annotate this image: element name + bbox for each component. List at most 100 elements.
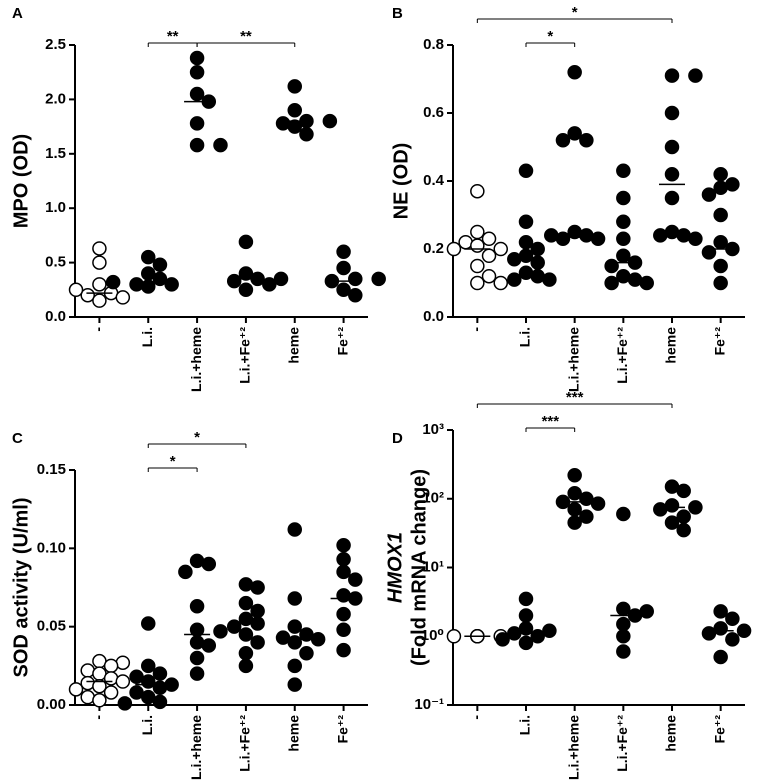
y-tick-label: 0.8	[423, 36, 444, 53]
data-point	[189, 86, 205, 102]
data-point	[238, 627, 254, 642]
data-point	[103, 685, 119, 700]
data-point	[310, 631, 326, 647]
data-point	[115, 655, 131, 670]
data-point	[530, 241, 545, 257]
data-point	[336, 606, 351, 622]
data-point	[238, 266, 254, 281]
x-tick-label: -	[90, 327, 106, 332]
data-point	[518, 163, 534, 179]
data-point	[299, 126, 314, 142]
data-point	[115, 290, 131, 305]
x-tick-label: Fe⁺²	[711, 327, 727, 356]
data-point	[518, 635, 534, 651]
data-point	[590, 496, 606, 511]
data-point	[141, 249, 156, 265]
data-point	[68, 282, 84, 298]
data-point	[238, 234, 254, 250]
data-point	[713, 234, 728, 250]
data-point	[92, 241, 107, 256]
x-tick-label: -	[468, 715, 484, 720]
data-point	[336, 260, 351, 276]
data-point	[152, 257, 168, 273]
panel: A MPO (OD) 0.0 0.5 1.0 1.5 2.0 2.5 - L.i. L.i.+hem…	[10, 5, 386, 392]
data-point	[518, 608, 534, 623]
significance-label: *	[170, 453, 176, 470]
data-point	[713, 207, 728, 223]
data-point	[579, 509, 594, 524]
data-point	[713, 275, 728, 291]
data-point	[115, 674, 131, 689]
x-tick-label: L.i.+heme	[565, 327, 581, 392]
data-point	[105, 274, 121, 290]
data-point	[653, 228, 668, 243]
y-tick-label: 10⁻¹	[414, 696, 444, 713]
x-tick-label: Fe⁺²	[334, 327, 350, 356]
x-tick-label: L.i.+Fe⁺²	[237, 327, 253, 384]
data-point	[287, 677, 302, 692]
x-tick-label: L.i.	[139, 715, 155, 735]
data-point	[676, 483, 691, 499]
data-point	[713, 649, 728, 665]
data-point	[493, 275, 508, 291]
data-point	[688, 231, 703, 247]
data-point	[495, 632, 510, 647]
data-point	[688, 500, 703, 515]
data-point	[713, 604, 728, 619]
data-point	[736, 623, 752, 639]
data-point	[336, 537, 351, 553]
data-point	[164, 277, 179, 292]
panel-letter: C	[12, 430, 23, 447]
data-point	[238, 282, 254, 298]
data-point	[189, 635, 205, 650]
data-point	[470, 224, 485, 240]
data-point	[653, 502, 668, 517]
y-axis-label: MPO (OD)	[10, 134, 32, 228]
data-point	[713, 258, 728, 274]
y-tick-label: 0.10	[37, 539, 66, 556]
data-point	[676, 509, 691, 524]
data-point	[287, 79, 302, 94]
data-point	[567, 64, 582, 80]
data-point	[713, 166, 728, 182]
data-point	[616, 601, 631, 617]
significance-label: *	[194, 429, 200, 446]
data-point	[616, 214, 631, 230]
x-tick-label: L.i.+heme	[188, 327, 204, 392]
y-tick-label: 0.00	[37, 696, 66, 713]
data-point	[470, 238, 485, 253]
data-point	[178, 564, 193, 580]
data-point	[238, 658, 254, 674]
y-tick-label: 0.5	[45, 254, 66, 271]
data-point	[250, 603, 265, 619]
data-point	[481, 268, 497, 284]
data-point	[470, 183, 485, 199]
data-point	[336, 244, 351, 259]
data-point	[80, 675, 95, 691]
x-tick-label: L.i.+heme	[565, 715, 581, 780]
data-point	[518, 234, 534, 250]
data-point	[507, 272, 522, 287]
data-point	[493, 241, 508, 257]
data-point	[213, 137, 228, 153]
data-point	[567, 515, 582, 530]
data-point	[189, 116, 205, 131]
data-point	[725, 611, 740, 626]
x-tick-label: -	[468, 327, 484, 332]
y-tick-label: 2.5	[45, 36, 66, 53]
significance-label: ***	[566, 389, 584, 406]
y-tick-label: 0.2	[423, 240, 444, 257]
x-tick-label: -	[90, 715, 106, 720]
data-point	[688, 68, 703, 83]
data-point	[542, 272, 557, 287]
data-point	[590, 231, 606, 247]
data-point	[616, 190, 631, 206]
significance-label: **	[240, 28, 252, 45]
y-tick-label: 0.0	[423, 308, 444, 325]
data-point	[518, 591, 534, 607]
data-point	[579, 132, 594, 148]
data-point	[141, 279, 156, 294]
x-tick-label: L.i.+Fe⁺²	[614, 327, 630, 384]
y-tick-label: 2.0	[45, 90, 66, 107]
